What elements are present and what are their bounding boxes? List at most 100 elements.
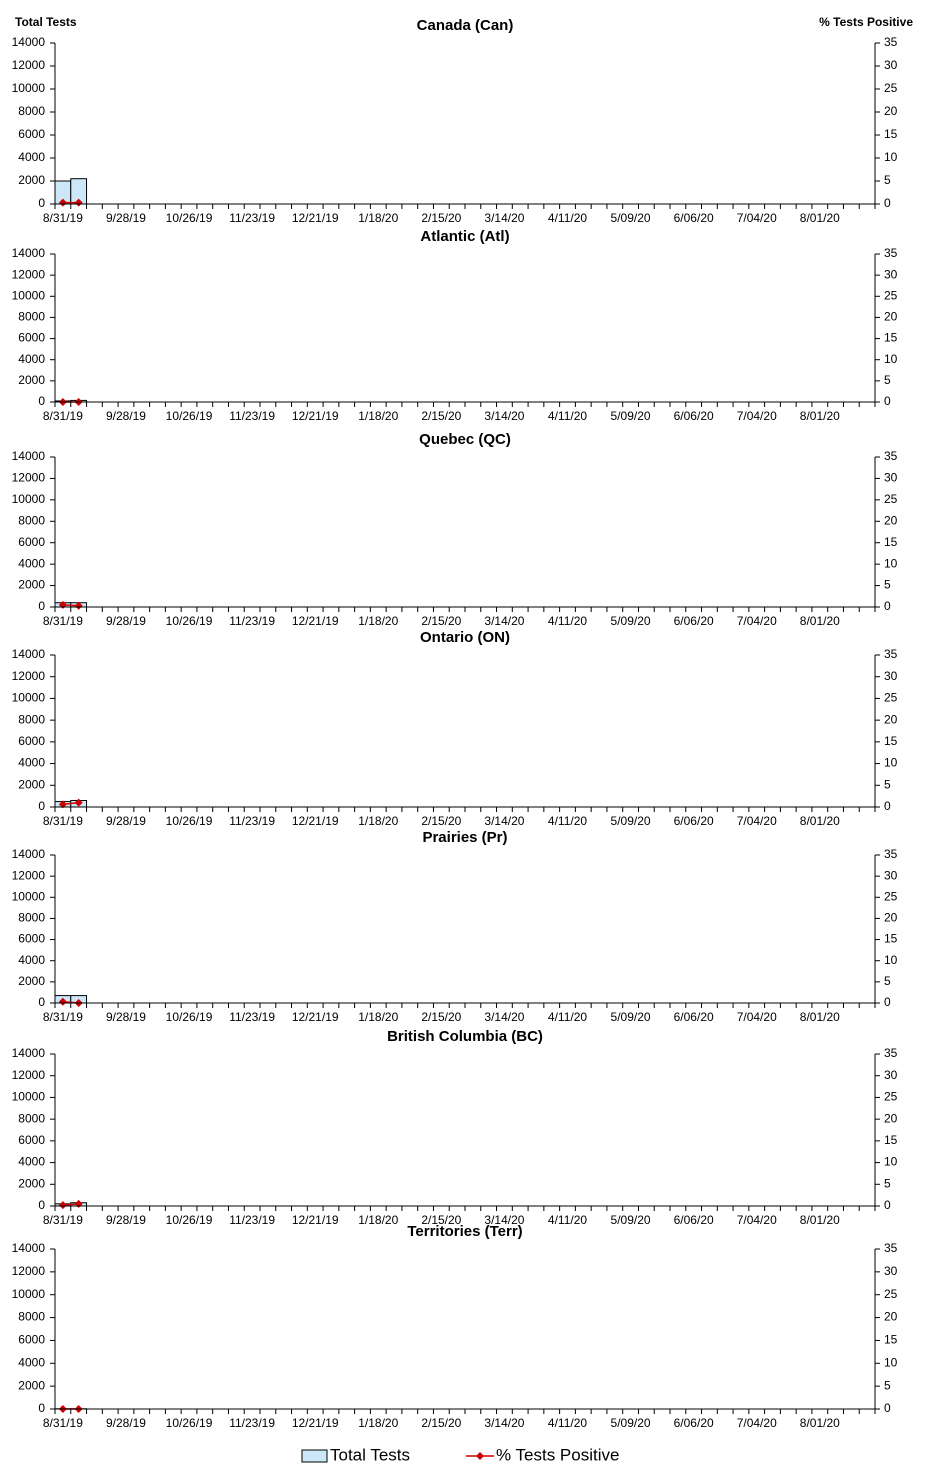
x-tick-label: 10/26/19 (166, 211, 213, 225)
x-tick-label: 4/11/20 (548, 814, 587, 828)
y2-tick-label: 5 (884, 1176, 891, 1190)
x-tick-label: 11/23/19 (229, 1010, 275, 1024)
y2-tick-label: 25 (884, 81, 898, 95)
y-tick-label: 12000 (12, 669, 46, 683)
y-tick-label: 0 (38, 1401, 45, 1415)
x-tick-label: 2/15/20 (421, 409, 461, 423)
x-tick-label: 2/15/20 (421, 1010, 461, 1024)
y-tick-label: 6000 (18, 932, 45, 946)
legend-label: % Tests Positive (496, 1445, 619, 1464)
x-tick-label: 2/15/20 (421, 614, 461, 628)
x-tick-label: 9/28/19 (106, 814, 146, 828)
x-tick-label: 5/09/20 (611, 211, 651, 225)
y-tick-label: 0 (38, 599, 45, 613)
y2-tick-label: 30 (884, 471, 898, 485)
x-tick-label: 4/11/20 (548, 211, 587, 225)
x-tick-label: 7/04/20 (737, 211, 777, 225)
marker (74, 798, 83, 807)
y2-tick-label: 25 (884, 492, 898, 506)
y2-tick-label: 5 (884, 173, 891, 187)
y-tick-label: 8000 (18, 310, 45, 324)
y-tick-label: 6000 (18, 1333, 45, 1347)
y2-tick-label: 10 (884, 953, 898, 967)
y2-tick-label: 30 (884, 58, 898, 72)
y2-tick-label: 0 (884, 599, 891, 613)
y2-tick-label: 10 (884, 1355, 898, 1369)
x-tick-label: 2/15/20 (421, 814, 461, 828)
y-tick-label: 14000 (12, 647, 46, 661)
y2-tick-label: 20 (884, 712, 898, 726)
x-tick-label: 1/18/20 (358, 814, 398, 828)
x-tick-label: 11/23/19 (229, 614, 275, 628)
x-tick-label: 1/18/20 (358, 211, 398, 225)
y2-tick-label: 10 (884, 150, 898, 164)
marker (58, 198, 67, 207)
x-tick-label: 7/04/20 (737, 1213, 777, 1227)
x-tick-label: 11/23/19 (229, 1213, 275, 1227)
y2-tick-label: 5 (884, 1378, 891, 1392)
x-tick-label: 9/28/19 (106, 1010, 146, 1024)
x-tick-label: 3/14/20 (484, 814, 524, 828)
x-tick-label: 6/06/20 (674, 614, 714, 628)
y2-tick-label: 35 (884, 1241, 898, 1255)
x-tick-label: 8/01/20 (800, 1010, 840, 1024)
y2-tick-label: 10 (884, 756, 898, 770)
y2-tick-label: 20 (884, 513, 898, 527)
x-tick-label: 5/09/20 (611, 1010, 651, 1024)
x-tick-label: 1/18/20 (358, 614, 398, 628)
y-axis-label: Total Tests (15, 15, 77, 29)
x-tick-label: 8/01/20 (800, 409, 840, 423)
y-tick-label: 10000 (12, 288, 46, 302)
y2-tick-label: 35 (884, 647, 898, 661)
x-tick-label: 12/21/19 (292, 614, 339, 628)
y2-tick-label: 35 (884, 35, 898, 49)
y2-tick-label: 20 (884, 1310, 898, 1324)
y-tick-label: 2000 (18, 974, 45, 988)
x-tick-label: 9/28/19 (106, 614, 146, 628)
y-tick-label: 4000 (18, 756, 45, 770)
y-tick-label: 12000 (12, 58, 46, 72)
x-tick-label: 10/26/19 (166, 1416, 213, 1430)
x-tick-label: 8/01/20 (800, 614, 840, 628)
y2-tick-label: 0 (884, 1401, 891, 1415)
y-tick-label: 8000 (18, 1111, 45, 1125)
x-tick-label: 8/31/19 (43, 1416, 83, 1430)
chart-title: Territories (Terr) (407, 1223, 522, 1240)
x-tick-label: 3/14/20 (484, 614, 524, 628)
y-tick-label: 0 (38, 799, 45, 813)
y2-tick-label: 0 (884, 1198, 891, 1212)
marker (74, 601, 83, 610)
x-tick-label: 8/01/20 (800, 1213, 840, 1227)
chart-title: Prairies (Pr) (422, 829, 507, 846)
x-tick-label: 2/15/20 (421, 1213, 461, 1227)
y2-tick-label: 30 (884, 267, 898, 281)
y2-tick-label: 0 (884, 394, 891, 408)
y2-tick-label: 20 (884, 104, 898, 118)
y2-tick-label: 35 (884, 449, 898, 463)
x-tick-label: 2/15/20 (421, 1416, 461, 1430)
y2-tick-label: 10 (884, 1155, 898, 1169)
x-tick-label: 9/28/19 (106, 1416, 146, 1430)
legend-swatch (301, 1449, 328, 1463)
y-tick-label: 2000 (18, 373, 45, 387)
x-tick-label: 5/09/20 (611, 614, 651, 628)
x-tick-label: 9/28/19 (106, 1213, 146, 1227)
y-tick-label: 6000 (18, 127, 45, 141)
y-tick-label: 14000 (12, 35, 46, 49)
x-tick-label: 8/31/19 (43, 1010, 83, 1024)
y-tick-label: 8000 (18, 712, 45, 726)
y-tick-label: 8000 (18, 911, 45, 925)
y-tick-label: 0 (38, 1198, 45, 1212)
x-tick-label: 9/28/19 (106, 211, 146, 225)
y2-tick-label: 35 (884, 1046, 898, 1060)
y2-tick-label: 15 (884, 127, 898, 141)
x-tick-label: 6/06/20 (674, 1010, 714, 1024)
y-tick-label: 6000 (18, 1133, 45, 1147)
y2-tick-label: 25 (884, 889, 898, 903)
x-tick-label: 10/26/19 (166, 614, 213, 628)
y2-tick-label: 30 (884, 1068, 898, 1082)
x-tick-label: 6/06/20 (674, 1213, 714, 1227)
y-tick-label: 0 (38, 394, 45, 408)
x-tick-label: 6/06/20 (674, 409, 714, 423)
y-tick-label: 0 (38, 995, 45, 1009)
